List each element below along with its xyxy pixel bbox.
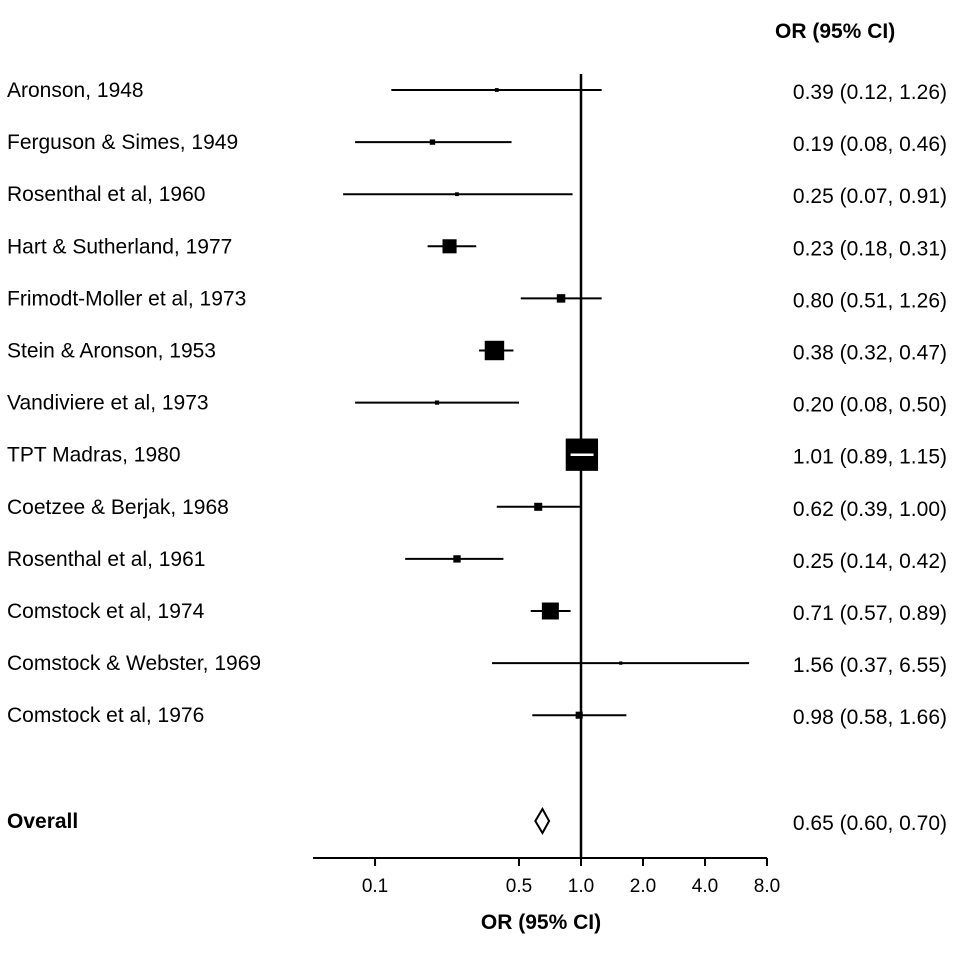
estimate-column-header: OR (95% CI) [775, 20, 895, 43]
point-estimate-marker [429, 139, 436, 145]
study-estimate-text: 0.62 (0.39, 1.00) [793, 498, 947, 521]
study-label: Comstock et al, 1976 [7, 704, 204, 727]
study-label: Hart & Sutherland, 1977 [7, 235, 232, 258]
study-label: Coetzee & Berjak, 1968 [7, 496, 229, 519]
study-label: Aronson, 1948 [7, 79, 144, 102]
point-estimates [429, 88, 623, 836]
study-estimate-text: 0.71 (0.57, 0.89) [793, 602, 947, 625]
point-estimate-marker [494, 88, 499, 92]
overall-diamond [534, 806, 551, 836]
point-estimate-marker [575, 711, 583, 719]
study-estimate-text: 0.23 (0.18, 0.31) [793, 237, 947, 260]
x-axis: 0.1 0.5 1.0 2.0 4.0 8.0 [313, 857, 780, 897]
study-label: Stein & Aronson, 1953 [7, 340, 216, 363]
labels: Aronson, 1948 0.39 (0.12, 1.26) Ferguson &… [7, 79, 947, 835]
study-estimate-text: 1.56 (0.37, 6.55) [793, 654, 947, 677]
overall-estimate-text: 0.65 (0.60, 0.70) [793, 812, 947, 835]
study-estimate-text: 0.38 (0.32, 0.47) [793, 342, 947, 365]
study-label: Rosenthal et al, 1961 [7, 548, 205, 571]
study-estimate-text: 0.20 (0.08, 0.50) [793, 394, 947, 417]
study-label: Vandiviere et al, 1973 [7, 392, 209, 415]
study-estimate-text: 0.98 (0.58, 1.66) [793, 706, 947, 729]
point-estimate-marker [455, 192, 459, 197]
study-estimate-text: 0.25 (0.14, 0.42) [793, 550, 947, 573]
x-tick-label: 1.0 [568, 876, 594, 897]
confidence-intervals [343, 89, 750, 717]
study-label: TPT Madras, 1980 [7, 444, 181, 467]
point-estimate-marker [534, 502, 543, 511]
point-estimate-marker [434, 400, 440, 405]
study-label: Comstock et al, 1974 [7, 600, 205, 623]
point-estimate-marker [442, 239, 457, 254]
study-label: Ferguson & Simes, 1949 [7, 131, 238, 154]
study-estimate-text: 1.01 (0.89, 1.15) [793, 446, 947, 469]
point-estimate-marker [484, 340, 505, 361]
point-estimate-marker [556, 294, 566, 303]
study-estimate-text: 0.25 (0.07, 0.91) [793, 185, 947, 208]
x-tick-label: 0.1 [362, 876, 388, 897]
study-estimate-text: 0.39 (0.12, 1.26) [793, 81, 947, 104]
point-estimate-marker [619, 661, 623, 665]
overall-label: Overall [7, 810, 78, 833]
study-label: Rosenthal et al, 1960 [7, 183, 205, 206]
point-estimate-marker [541, 602, 559, 620]
x-axis-label: OR (95% CI) [481, 911, 601, 934]
study-label: Comstock & Webster, 1969 [7, 652, 261, 675]
point-estimate-marker [453, 555, 461, 563]
study-label: Frimodt-Moller et al, 1973 [7, 287, 246, 310]
study-estimate-text: 0.19 (0.08, 0.46) [793, 133, 947, 156]
study-estimate-text: 0.80 (0.51, 1.26) [793, 289, 947, 312]
x-tick-label: 8.0 [754, 876, 780, 897]
x-tick-label: 4.0 [692, 876, 718, 897]
x-tick-label: 0.5 [506, 876, 532, 897]
x-tick-label: 2.0 [630, 876, 656, 897]
